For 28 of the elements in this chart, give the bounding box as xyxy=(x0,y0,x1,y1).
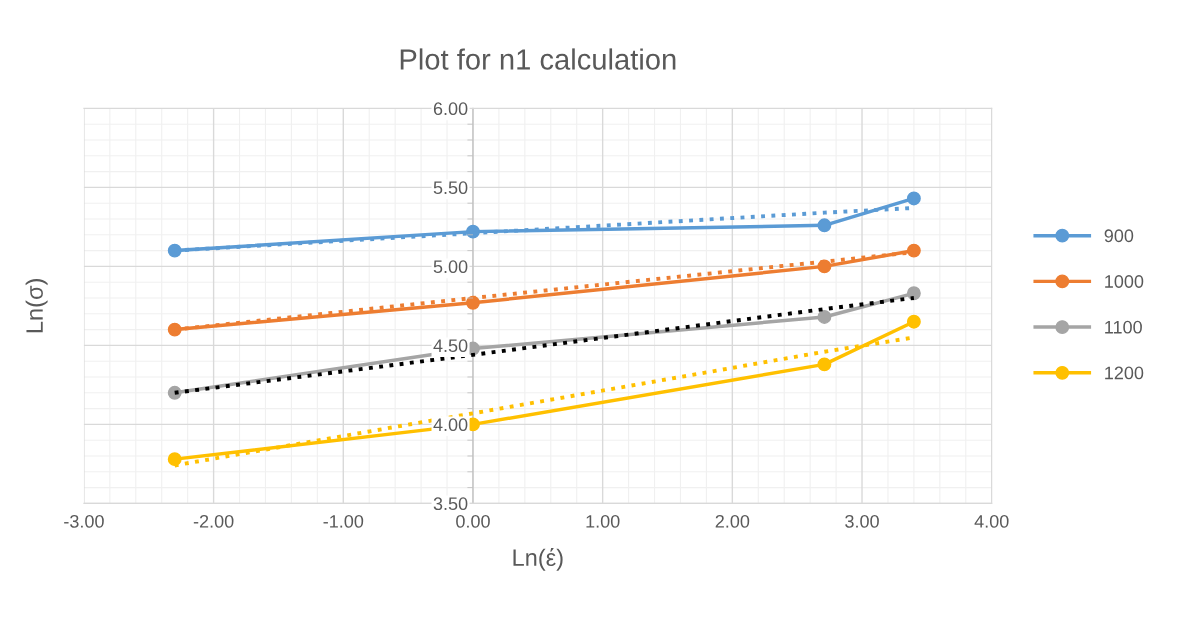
legend-label: 1100 xyxy=(1105,320,1142,334)
y-tick-label: 5.50 xyxy=(433,181,468,195)
y-tick-label: 6.00 xyxy=(433,102,468,116)
point xyxy=(817,218,832,233)
y-tick-label: 3.50 xyxy=(433,497,468,511)
x-tick-label: 3.00 xyxy=(845,514,879,528)
point xyxy=(167,452,182,467)
x-axis-title: Ln(έ) xyxy=(513,547,563,571)
chart-title: Plot for n1 calculation xyxy=(400,48,676,70)
point xyxy=(906,243,921,258)
point xyxy=(817,310,832,324)
point xyxy=(906,191,921,206)
x-tick-label: -3.00 xyxy=(64,514,104,528)
x-tick-label: 0.00 xyxy=(456,514,490,528)
x-tick-label: -2.00 xyxy=(193,514,234,528)
x-tick-label: -1.00 xyxy=(323,514,364,528)
y-tick-label: 4.50 xyxy=(433,339,468,353)
legend-label: 1000 xyxy=(1105,275,1144,288)
y-axis-title: Ln(σ) xyxy=(25,279,48,333)
point xyxy=(906,314,921,329)
y-tick-label: 5.00 xyxy=(433,260,468,274)
legend-label: 900 xyxy=(1104,229,1134,243)
point xyxy=(817,357,832,372)
y-tick-label: 4.00 xyxy=(433,418,468,432)
x-tick-label: 1.00 xyxy=(586,514,620,528)
legend-label: 1200 xyxy=(1105,366,1144,380)
x-tick-label: 2.00 xyxy=(715,514,750,528)
x-tick-label: 4.00 xyxy=(974,514,1009,528)
